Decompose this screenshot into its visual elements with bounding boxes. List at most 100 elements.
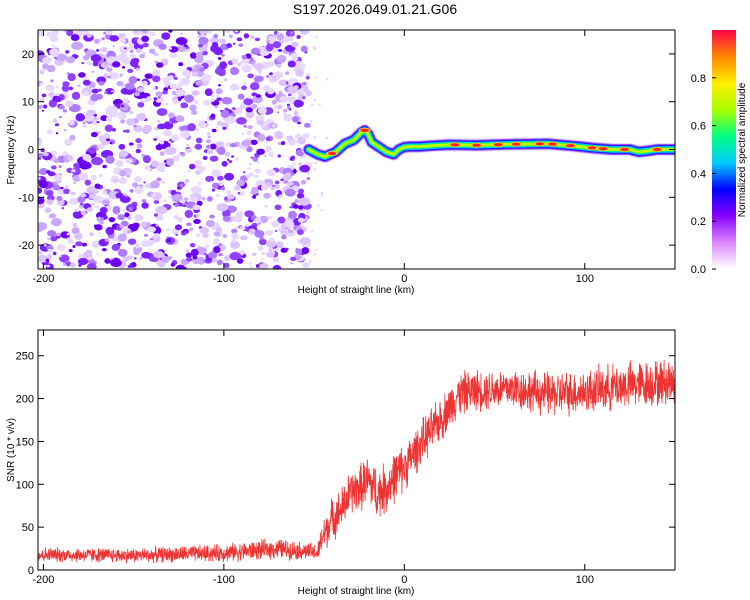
noise-speckle [61,84,70,92]
noise-speckle [122,209,126,212]
noise-speckle [290,256,297,262]
noise-speckle [239,61,243,64]
noise-speckle [46,170,51,174]
noise-speckle [160,180,166,184]
noise-speckle [164,146,177,155]
noise-speckle [41,93,47,98]
colorbar-tick-label: 0.6 [691,121,706,133]
noise-speckle [68,120,75,126]
noise-speckle [163,199,167,203]
noise-speckle [296,192,305,199]
noise-speckle [213,34,219,39]
noise-speckle [90,93,99,102]
noise-speckle [215,88,223,95]
noise-speckle [180,102,188,109]
noise-speckle [136,112,147,121]
noise-speckle [216,146,226,155]
noise-speckle [143,181,146,184]
noise-speckle [70,262,76,268]
noise-speckle [215,194,220,197]
noise-speckle [116,80,124,87]
noise-speckle [71,91,81,100]
colorbar-tick-label: 0.8 [691,73,706,85]
snr-x-label: Height of straight line (km) [298,586,415,597]
noise-speckle [105,116,113,122]
noise-speckle [254,73,258,77]
noise-speckle [216,203,229,212]
noise-speckle [50,79,54,83]
noise-speckle [325,136,329,140]
noise-speckle [115,192,124,199]
noise-speckle [203,253,207,256]
noise-speckle [142,52,146,56]
noise-speckle [153,52,159,57]
noise-speckle [193,218,201,224]
noise-speckle [288,210,297,220]
noise-speckle [46,199,54,205]
noise-speckle [228,34,233,38]
noise-speckle [198,182,202,186]
snr-series-line [38,360,675,564]
noise-speckle [283,108,288,113]
noise-speckle [122,256,129,263]
noise-speckle [103,32,107,35]
noise-speckle [251,103,258,109]
noise-speckle [94,205,100,209]
noise-speckle [180,130,191,139]
noise-speckle [269,72,273,76]
noise-speckle [150,180,160,189]
noise-speckle [122,129,127,133]
noise-speckle [153,86,157,90]
noise-speckle [270,186,276,191]
noise-speckle [308,260,312,263]
noise-speckle [110,175,120,184]
noise-speckle [134,91,141,97]
noise-speckle [258,238,267,246]
noise-speckle [56,244,66,251]
noise-speckle [258,72,262,75]
noise-speckle [245,110,255,119]
noise-speckle [118,150,129,158]
noise-speckle [125,158,133,164]
noise-speckle [102,190,108,195]
noise-speckle [93,113,98,117]
noise-speckle [231,232,239,240]
noise-speckle [136,78,141,81]
noise-speckle [44,207,52,214]
spectrogram-ytick-label: -10 [18,192,34,204]
noise-speckle [236,179,246,187]
noise-speckle [182,153,186,156]
noise-speckle [50,217,62,227]
noise-speckle [309,119,313,123]
noise-speckle [101,199,110,206]
noise-speckle [124,212,130,218]
noise-speckle [222,215,231,222]
noise-speckle [136,143,143,149]
noise-speckle [159,151,165,156]
noise-speckle [274,130,284,140]
noise-speckle [225,30,231,34]
noise-speckle [120,119,126,124]
noise-speckle [273,105,278,109]
noise-speckle [174,203,179,208]
noise-speckle [109,141,113,145]
snr-ytick-label: 250 [16,351,34,363]
noise-speckle [104,91,108,95]
noise-speckle [277,154,281,158]
noise-speckle [160,161,166,166]
noise-speckle [307,172,310,175]
noise-speckle [168,112,175,119]
noise-speckle [188,163,196,170]
noise-speckle [169,52,178,58]
noise-speckle [249,82,260,91]
noise-speckle [86,61,92,66]
noise-speckle [175,233,179,236]
noise-speckle [206,132,211,136]
noise-speckle [179,183,184,188]
noise-speckle [67,73,76,82]
noise-speckle [287,60,296,68]
noise-speckle [120,52,128,59]
noise-speckle [136,48,142,54]
noise-speckle [174,224,183,231]
noise-speckle [298,162,302,166]
